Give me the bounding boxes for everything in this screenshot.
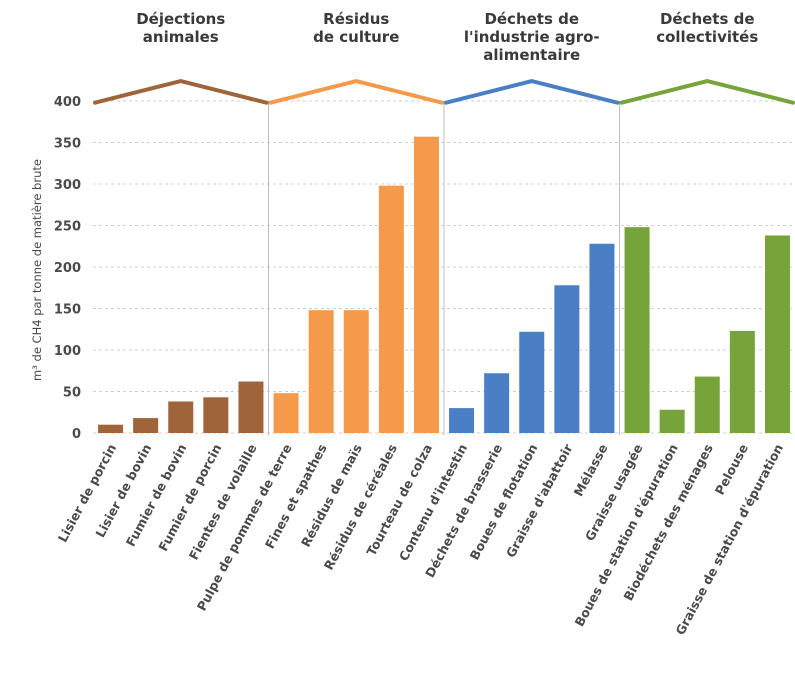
group-title-line: de culture: [313, 28, 399, 46]
group-title-line: Déjections: [136, 10, 225, 28]
x-category-label: Pelouse: [712, 441, 751, 497]
group-title-line: Résidus: [323, 10, 389, 28]
y-axis-title: m³ de CH4 par tonne de matière brute: [30, 159, 44, 381]
group-roof: [268, 79, 444, 105]
y-tick-label: 250: [54, 220, 81, 235]
bar: [449, 408, 475, 433]
bar-layer: [98, 136, 790, 433]
bar: [413, 136, 439, 433]
bar: [238, 381, 264, 433]
y-tick-label: 300: [54, 178, 81, 193]
bar: [98, 424, 124, 433]
group-title-line: Déchets de: [484, 10, 579, 28]
group-roof: [619, 79, 795, 105]
group-roof: [93, 79, 269, 105]
bar: [659, 409, 685, 433]
bar: [554, 285, 580, 433]
group-roof-layer: [93, 79, 795, 105]
group-title-line: Déchets de: [660, 10, 755, 28]
x-category-label: Graisse d'abattoir: [503, 441, 576, 560]
y-tick-label: 400: [54, 95, 81, 110]
bar: [764, 235, 790, 433]
bar: [168, 401, 194, 433]
bar: [694, 376, 720, 433]
group-title-line: animales: [143, 28, 219, 46]
bar: [203, 397, 229, 433]
bar: [273, 393, 299, 433]
y-tick-label: 350: [54, 137, 81, 152]
y-tick-label: 150: [54, 303, 81, 318]
bar: [343, 310, 369, 433]
x-category-label: Tourteau de colza: [363, 441, 435, 558]
group-title-line: l'industrie agro-: [464, 28, 600, 46]
y-tick-label: 0: [72, 427, 81, 442]
bar: [484, 373, 510, 433]
y-tick-label: 200: [54, 261, 81, 276]
y-tick-label: 100: [54, 344, 81, 359]
bar: [519, 331, 545, 433]
bar: [378, 185, 404, 433]
separator-layer: [268, 101, 620, 435]
x-category-label: Mélasse: [571, 441, 611, 498]
bar: [729, 330, 755, 433]
group-roof: [444, 79, 620, 105]
y-tick-layer: 0 50 100 150 200 250 300 350 400: [54, 95, 81, 442]
group-title-line: alimentaire: [483, 46, 580, 64]
bar: [308, 310, 334, 433]
group-title-line: collectivités: [656, 28, 758, 46]
bar: [589, 243, 615, 433]
bar: [624, 227, 650, 433]
y-tick-label: 50: [63, 386, 81, 401]
x-category-label: Fumier de porcin: [155, 441, 224, 553]
bar: [133, 418, 159, 433]
